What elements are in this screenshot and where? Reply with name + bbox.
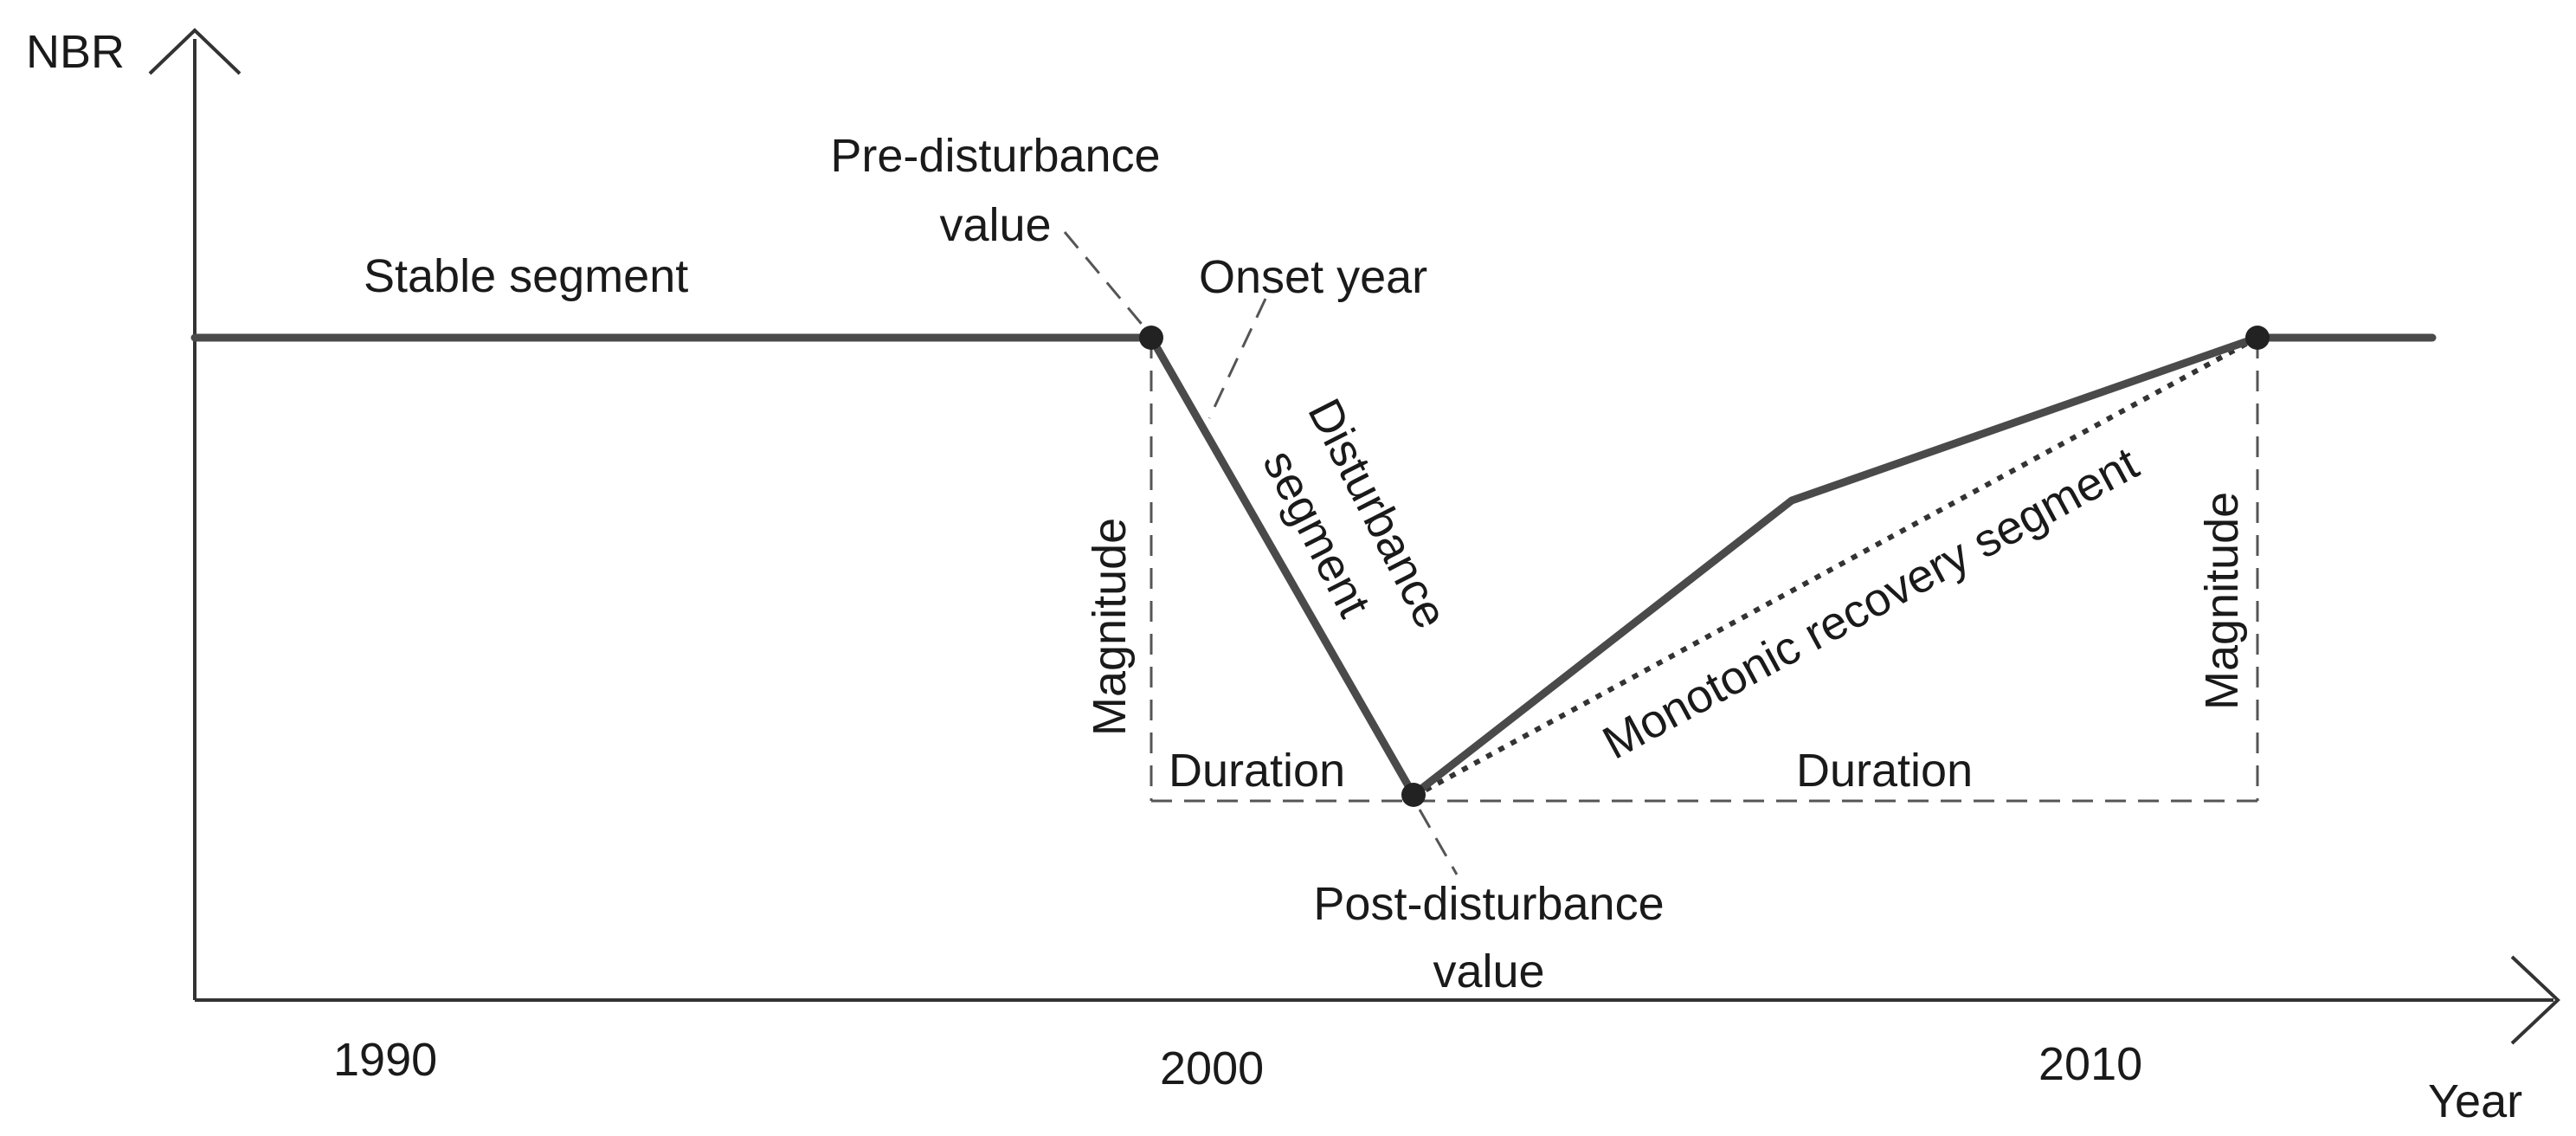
- dashed-guides: [1063, 231, 2259, 875]
- pre-disturbance-point: [1139, 326, 1163, 350]
- recovery-end-point: [2245, 326, 2270, 350]
- monotonic-recovery-line: [1412, 335, 2259, 799]
- pre-disturbance-leader: [1063, 231, 1146, 328]
- x-axis-arrowhead: [2510, 955, 2560, 1045]
- onset-year-leader: [1208, 298, 1267, 419]
- y-axis-label: NBR: [26, 26, 125, 78]
- duration-right-label: Duration: [1796, 745, 1973, 797]
- axes: [148, 28, 2560, 1045]
- pre-disturbance-label-line1: Pre-disturbance: [830, 130, 1160, 182]
- x-axis-label: Year: [2428, 1075, 2522, 1127]
- nbr-trajectory-line: [190, 333, 2437, 799]
- duration-left-label: Duration: [1169, 745, 1345, 797]
- magnitude-right-label: Magnitude: [2196, 492, 2248, 710]
- stable-segment-label: Stable segment: [364, 250, 688, 302]
- x-tick-1990: 1990: [333, 1034, 437, 1086]
- magnitude-left-label: Magnitude: [1084, 518, 1136, 736]
- onset-year-label: Onset year: [1199, 251, 1427, 303]
- x-tick-2000: 2000: [1160, 1042, 1264, 1094]
- monotonic-recovery-label: Monotonic recovery segment: [1594, 437, 2147, 770]
- post-disturbance-point: [1401, 783, 1426, 807]
- post-disturbance-label-line2: value: [1433, 946, 1544, 997]
- post-disturbance-label-line1: Post-disturbance: [1313, 878, 1664, 930]
- x-tick-2010: 2010: [2038, 1038, 2142, 1090]
- post-disturbance-leader: [1418, 809, 1459, 875]
- pre-disturbance-label-line2: value: [939, 199, 1051, 251]
- y-axis-arrowhead: [148, 28, 242, 75]
